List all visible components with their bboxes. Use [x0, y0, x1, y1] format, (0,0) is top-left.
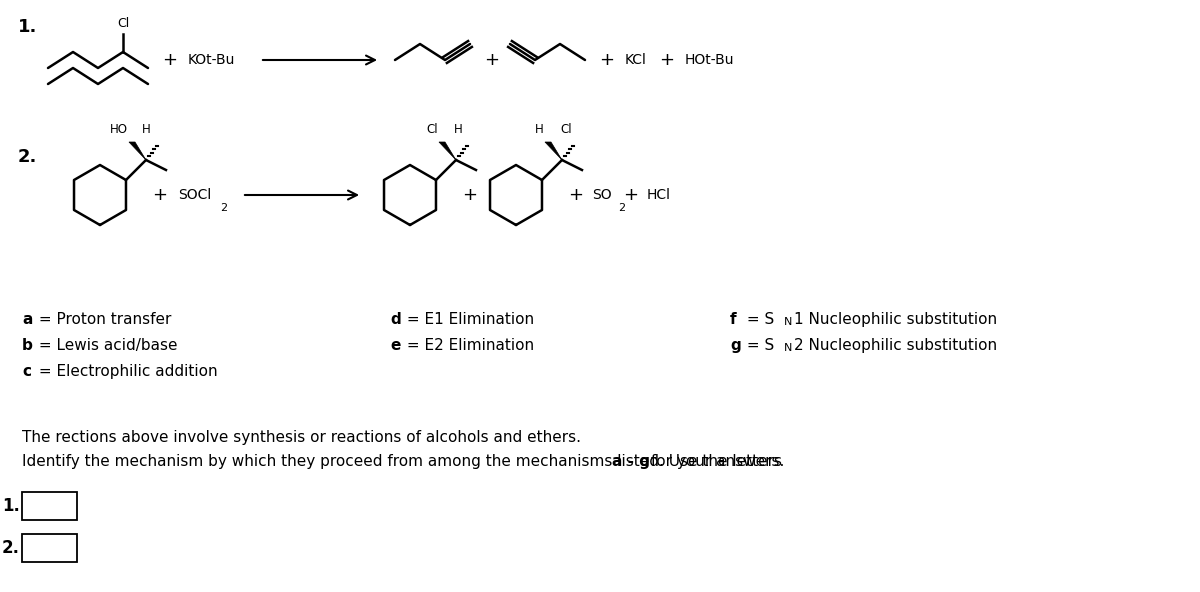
- Text: 2.: 2.: [2, 539, 20, 557]
- Text: KCl: KCl: [625, 53, 647, 67]
- Polygon shape: [545, 142, 562, 160]
- Text: Cl: Cl: [116, 17, 130, 30]
- Text: KOt-Bu: KOt-Bu: [188, 53, 235, 67]
- Text: 1.: 1.: [18, 18, 37, 36]
- Text: +: +: [485, 51, 499, 69]
- Text: = S: = S: [742, 338, 774, 353]
- Text: 2: 2: [618, 203, 625, 213]
- Text: g: g: [730, 338, 740, 353]
- Text: HCl: HCl: [647, 188, 671, 202]
- Text: 2.: 2.: [18, 148, 37, 166]
- Text: 1 Nucleophilic substitution: 1 Nucleophilic substitution: [794, 312, 997, 327]
- Text: +: +: [152, 186, 168, 204]
- Text: 2: 2: [220, 203, 227, 213]
- Text: The rections above involve synthesis or reactions of alcohols and ethers.: The rections above involve synthesis or …: [22, 430, 581, 445]
- Text: +: +: [600, 51, 614, 69]
- Text: 1.: 1.: [2, 497, 20, 515]
- Text: +: +: [569, 186, 583, 204]
- Bar: [22, 492, 77, 520]
- Text: = E2 Elimination: = E2 Elimination: [402, 338, 534, 353]
- Text: = Proton transfer: = Proton transfer: [34, 312, 172, 327]
- Text: HOt-Bu: HOt-Bu: [685, 53, 734, 67]
- Text: a: a: [22, 312, 32, 327]
- Text: Cl: Cl: [426, 123, 438, 136]
- Text: H: H: [142, 123, 151, 136]
- Text: +: +: [660, 51, 674, 69]
- Text: 2 Nucleophilic substitution: 2 Nucleophilic substitution: [794, 338, 997, 353]
- Text: = E1 Elimination: = E1 Elimination: [402, 312, 534, 327]
- Text: = Lewis acid/base: = Lewis acid/base: [34, 338, 178, 353]
- Text: SOCl: SOCl: [178, 188, 211, 202]
- Text: c: c: [22, 364, 31, 379]
- Polygon shape: [128, 142, 146, 160]
- Text: N: N: [784, 343, 792, 353]
- Text: +: +: [624, 186, 638, 204]
- Text: SO: SO: [592, 188, 612, 202]
- Bar: [22, 534, 77, 562]
- Text: +: +: [462, 186, 478, 204]
- Text: a - g: a - g: [612, 454, 650, 469]
- Text: = Electrophilic addition: = Electrophilic addition: [34, 364, 217, 379]
- Text: d: d: [390, 312, 401, 327]
- Text: e: e: [390, 338, 401, 353]
- Text: Cl: Cl: [560, 123, 571, 136]
- Text: = S: = S: [742, 312, 774, 327]
- Text: b: b: [22, 338, 32, 353]
- Text: N: N: [784, 317, 792, 327]
- Text: +: +: [162, 51, 178, 69]
- Text: f: f: [730, 312, 737, 327]
- Text: H: H: [535, 123, 544, 136]
- Text: for your answers.: for your answers.: [646, 454, 785, 469]
- Text: HO: HO: [110, 123, 128, 136]
- Polygon shape: [439, 142, 456, 160]
- Text: Identify the mechanism by which they proceed from among the mechanisms listed. U: Identify the mechanism by which they pro…: [22, 454, 787, 469]
- Text: H: H: [454, 123, 463, 136]
